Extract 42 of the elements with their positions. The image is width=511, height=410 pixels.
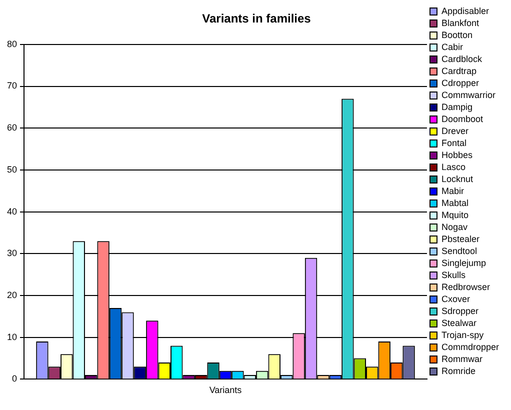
legend-label: Commdropper — [441, 342, 500, 352]
y-tick-label: 70 — [6, 80, 18, 91]
legend-label: Fontal — [441, 138, 466, 148]
legend-label: Singlejump — [441, 258, 486, 268]
legend-label: Appdisabler — [441, 6, 490, 16]
legend-label: Doomboot — [441, 114, 484, 124]
chart-title: Variants in families — [202, 12, 312, 26]
legend-label: Nogav — [441, 222, 468, 232]
legend-label: Cardblock — [441, 54, 482, 64]
y-tick-label: 20 — [6, 290, 18, 300]
y-tick-label: 10 — [6, 332, 18, 342]
legend-label: Bootton — [441, 30, 473, 40]
legend-label: Mabir — [441, 186, 464, 196]
legend-label: Hobbes — [441, 150, 473, 160]
legend-label: Locknut — [441, 174, 474, 184]
legend-label: Mquito — [441, 210, 468, 220]
x-tick-label: Variants — [209, 385, 242, 396]
legend-label: Cardtrap — [441, 66, 476, 76]
legend-label: Redbrowser — [441, 282, 490, 292]
legend-label: Dampig — [441, 102, 472, 112]
legend-label: Rommwar — [441, 354, 482, 364]
legend-label: Commwarrior — [441, 90, 496, 100]
legend-label: Skulls — [441, 270, 466, 280]
legend-label: Cabir — [441, 42, 463, 52]
legend-label: Mabtal — [441, 198, 468, 208]
legend-label: Sendtool — [441, 246, 478, 256]
legend-label: Romride — [441, 366, 476, 376]
y-tick-label: 50 — [6, 164, 18, 174]
legend-label: Lasco — [441, 162, 466, 172]
y-tick-label: 30 — [6, 248, 18, 258]
legend-label: Pbstealer — [441, 234, 480, 244]
y-tick-label: 80 — [6, 38, 18, 49]
legend-label: Drever — [441, 126, 468, 136]
legend-label: Stealwar — [441, 318, 476, 328]
y-tick-label: 40 — [6, 206, 18, 216]
legend-label: Blankfont — [441, 18, 480, 28]
y-tick-label: 0 — [12, 374, 18, 384]
y-tick-label: 60 — [6, 122, 18, 133]
legend-label: Trojan-spy — [441, 330, 484, 340]
legend-label: Sdropper — [441, 306, 479, 316]
legend-label: Cdropper — [441, 78, 480, 88]
legend-label: Cxover — [441, 294, 470, 304]
